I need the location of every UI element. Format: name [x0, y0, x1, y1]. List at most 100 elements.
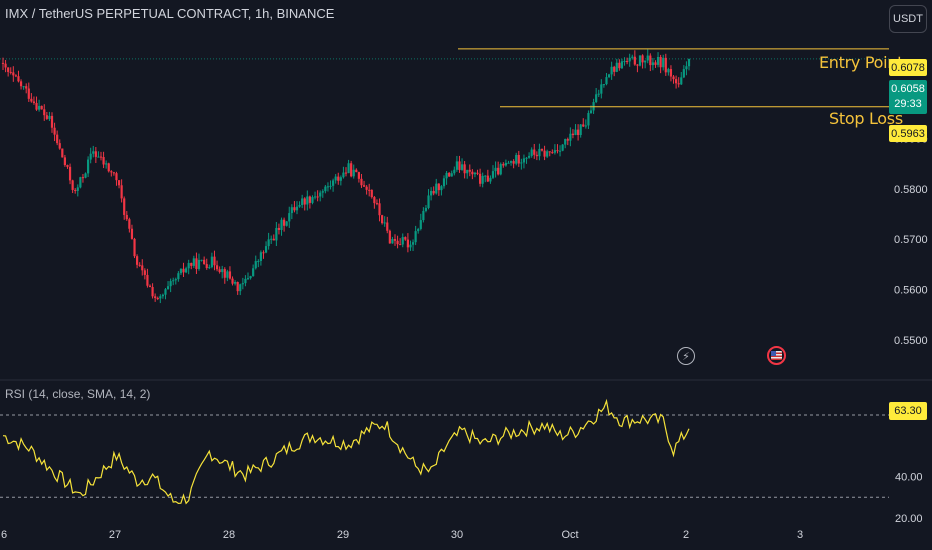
candle-body [254, 261, 257, 269]
stop-loss-label: Stop Loss [829, 109, 903, 128]
rsi-title[interactable]: RSI (14, close, SMA, 14, 2) [5, 387, 153, 401]
candle-body [615, 62, 618, 72]
candle-body [473, 172, 477, 175]
candle-body [636, 64, 639, 66]
candle-body [535, 154, 538, 157]
candle-body [393, 239, 397, 241]
candle-body [399, 244, 402, 246]
lightning-icon[interactable]: ⚡︎ [677, 347, 695, 365]
candle-body [252, 268, 255, 277]
candle-body [210, 256, 213, 268]
candle-body [275, 227, 278, 241]
candle-body [633, 56, 636, 65]
currency-button[interactable]: USDT [889, 5, 927, 33]
candle-body [264, 246, 268, 253]
candle-body [577, 129, 580, 136]
candle-body [618, 62, 621, 69]
price-tick-label: 0.5500 [894, 335, 928, 347]
rsi-line [2, 398, 690, 505]
candle-body [551, 152, 554, 154]
symbol-title[interactable]: IMX / TetherUS PERPETUAL CONTRACT, 1h, B… [5, 6, 335, 21]
candle-body [435, 183, 438, 194]
candle-body [146, 274, 149, 286]
candle-body [190, 263, 193, 266]
candle-body [313, 196, 317, 198]
candle-body [334, 176, 337, 181]
candle-body [99, 156, 103, 158]
candle-body [311, 197, 314, 203]
candle-body [450, 173, 453, 177]
candle-body [228, 271, 232, 279]
candle-body [515, 154, 518, 164]
candle-body [610, 66, 613, 75]
candle-body [148, 285, 152, 288]
candle-body [344, 172, 348, 174]
candle-body [197, 259, 201, 269]
candle-body [646, 55, 649, 61]
candle-body [182, 268, 185, 273]
candle-body [484, 175, 487, 177]
candle-body [12, 72, 15, 76]
time-tick-label: 2 [683, 529, 689, 541]
candle-body [667, 69, 670, 73]
candle-body [558, 150, 562, 152]
candle-body [574, 129, 577, 136]
candle-body [35, 102, 38, 110]
candle-body [215, 265, 219, 270]
candle-body [540, 148, 544, 151]
candle-body [607, 74, 611, 78]
candle-body [396, 240, 399, 245]
candle-body [324, 186, 327, 192]
candle-body [339, 177, 342, 181]
candle-body [308, 196, 311, 203]
candle-body [626, 61, 629, 63]
candle-body [587, 113, 590, 126]
candle-body [151, 287, 154, 297]
candle-body [404, 237, 407, 240]
candle-body [102, 156, 105, 165]
candle-body [4, 63, 7, 68]
candle-body [664, 57, 667, 73]
candle-body [654, 62, 657, 65]
candle-body [295, 206, 299, 211]
candle-body [623, 61, 626, 63]
candle-body [89, 153, 92, 160]
candle-body [38, 105, 41, 110]
candle-body [546, 151, 549, 157]
candle-body [223, 269, 226, 278]
candle-body [448, 172, 451, 177]
candle-body [22, 86, 25, 88]
candle-body [589, 110, 593, 114]
candle-body [455, 161, 458, 170]
candle-body [458, 161, 461, 170]
candle-body [432, 190, 435, 194]
candle-body [662, 57, 665, 68]
candle-body [63, 157, 66, 166]
candle-body [192, 258, 195, 266]
candle-body [649, 55, 652, 66]
candle-body [179, 268, 183, 274]
candle-body [656, 56, 660, 65]
candle-body [401, 237, 404, 245]
flag-inner [771, 351, 782, 360]
us-flag-icon[interactable] [767, 346, 786, 365]
candle-body [117, 180, 121, 186]
candle-body [208, 267, 211, 269]
candle-body [406, 239, 409, 248]
candle-body [169, 281, 172, 287]
candle-body [553, 150, 556, 153]
candle-body [582, 124, 585, 127]
candle-body [466, 169, 469, 174]
candle-body [388, 230, 391, 244]
candle-body [200, 259, 203, 261]
candle-body [74, 189, 77, 191]
candle-body [383, 222, 386, 224]
candle-body [159, 296, 162, 299]
time-tick-label: 27 [109, 529, 121, 541]
candle-body [107, 163, 110, 172]
candle-body [84, 173, 87, 178]
candle-body [136, 256, 139, 265]
candle-body [262, 252, 265, 254]
